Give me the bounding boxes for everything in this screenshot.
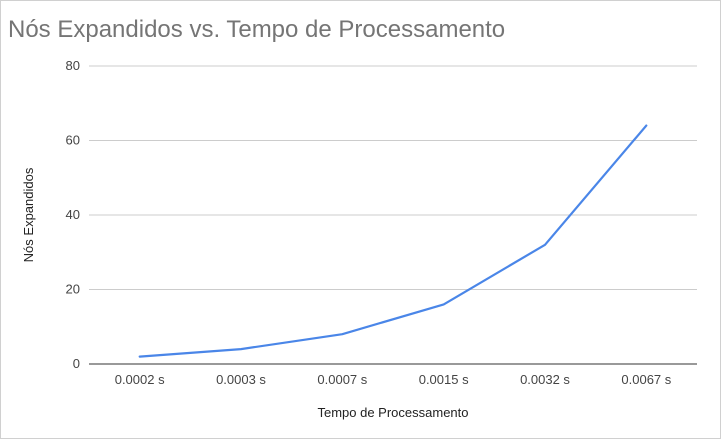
y-tick-label: 0 <box>73 356 80 371</box>
series-line <box>138 124 648 358</box>
bottom-strip <box>0 439 721 447</box>
y-tick-label: 20 <box>66 282 80 297</box>
x-tick-label: 0.0003 s <box>216 372 266 387</box>
series-layer <box>138 124 648 358</box>
x-axis-title: Tempo de Processamento <box>317 405 468 420</box>
y-axis-ticks: 0 20 40 60 80 <box>66 58 80 371</box>
gridlines <box>89 65 697 365</box>
chart-title: Nós Expandidos vs. Tempo de Processament… <box>8 16 506 43</box>
x-tick-label: 0.0067 s <box>621 372 671 387</box>
x-tick-label: 0.0032 s <box>520 372 570 387</box>
y-axis-title: Nós Expandidos <box>21 167 36 262</box>
y-tick-label: 60 <box>66 133 80 148</box>
x-tick-label: 0.0002 s <box>115 372 165 387</box>
x-tick-label: 0.0007 s <box>317 372 367 387</box>
x-axis-ticks: 0.0002 s 0.0003 s 0.0007 s 0.0015 s 0.0032 s… <box>115 372 672 387</box>
x-tick-label: 0.0015 s <box>419 372 469 387</box>
y-tick-label: 80 <box>66 58 80 73</box>
y-tick-label: 40 <box>66 207 80 222</box>
